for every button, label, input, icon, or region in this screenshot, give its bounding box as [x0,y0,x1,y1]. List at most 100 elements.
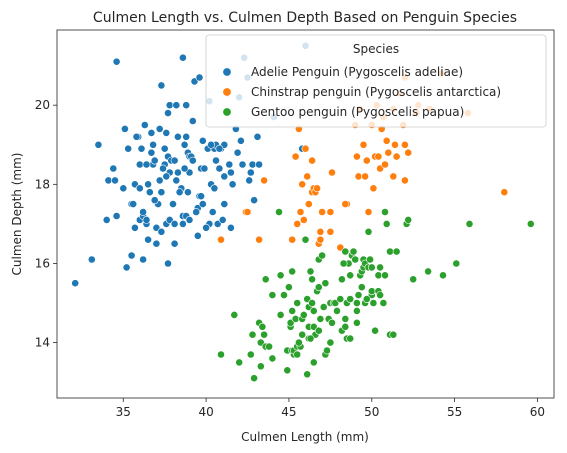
data-point-s1-18 [313,184,321,193]
data-point-s2-102 [392,247,401,256]
data-point-s2-34 [303,370,312,379]
data-point-s2-3 [246,350,255,359]
data-point-s0-9 [119,184,128,193]
legend-marker [222,87,232,97]
data-point-s0-107 [246,168,255,177]
data-point-s2-32 [298,330,307,339]
data-point-s0-127 [192,208,201,216]
data-point-s0-12 [124,144,133,153]
data-point-s1-40 [381,160,389,169]
data-point-s1-51 [400,176,409,185]
data-point-s1-62 [374,152,383,161]
data-point-s0-56 [172,176,181,185]
data-point-s0-39 [157,81,166,90]
legend-entry: Gentoo penguin (Pygoscelis papua) [251,105,464,119]
data-point-s0-71 [188,117,197,125]
data-point-s2-1 [230,310,239,319]
data-point-s0-42 [160,144,169,153]
data-point-s0-31 [147,128,156,137]
data-point-s2-65 [341,247,350,256]
data-point-s2-19 [284,283,293,292]
y-tick-label: 14 [35,336,50,350]
data-point-s0-5 [109,164,118,173]
data-point-s0-53 [170,156,179,165]
data-point-s0-130 [150,196,159,205]
data-point-s1-45 [391,140,399,149]
data-point-s2-98 [381,208,389,216]
data-point-s0-132 [198,200,207,208]
legend-box [205,34,547,128]
data-point-s0-98 [225,160,234,169]
data-point-s0-48 [164,259,172,268]
data-point-s0-96 [220,200,229,208]
data-point-s1-12 [303,172,312,181]
plot-area [56,29,555,399]
data-point-s2-71 [346,271,355,280]
data-point-s0-29 [144,180,152,189]
data-point-s0-8 [112,212,121,220]
data-point-s2-124 [357,283,366,292]
data-point-s0-111 [255,160,263,169]
data-point-s0-57 [172,101,181,110]
data-point-s0-55 [170,239,179,248]
data-point-s0-116 [169,200,177,208]
data-point-s2-52 [321,279,330,288]
x-tick-label: 60 [530,405,545,419]
data-point-s0-126 [175,188,184,197]
x-axis-label: Culmen Length (mm) [241,430,369,444]
data-point-s2-106 [424,267,432,276]
data-point-s0-99 [226,168,235,177]
data-point-s1-11 [301,144,310,153]
data-point-s1-0 [217,235,225,244]
data-point-s0-65 [182,101,191,110]
data-point-s2-2 [235,358,244,367]
data-point-s1-20 [316,235,325,244]
data-point-s0-136 [162,172,171,181]
data-point-s2-121 [306,334,315,343]
data-point-s2-17 [283,366,292,375]
data-point-s0-80 [198,136,207,145]
data-point-s0-22 [139,255,147,264]
data-point-s2-95 [376,263,384,272]
data-point-s2-89 [367,263,376,272]
y-axis-label: Culmen Depth (mm) [10,153,24,276]
data-point-s0-95 [220,172,229,181]
data-point-s2-90 [369,299,378,307]
points-layer [71,41,535,383]
data-point-s1-60 [316,227,325,236]
data-point-s2-100 [386,247,394,256]
data-point-s2-9 [258,322,267,331]
data-point-s2-69 [346,334,355,343]
data-point-s0-103 [236,136,245,145]
data-point-s0-137 [180,164,189,173]
data-point-s2-101 [389,330,398,339]
data-point-s0-60 [178,53,187,62]
data-point-s1-2 [243,208,252,216]
data-point-s2-116 [333,306,341,315]
data-point-s0-77 [195,73,204,82]
data-point-s1-5 [288,235,297,244]
data-point-s1-59 [326,208,335,216]
data-point-s0-85 [210,184,219,193]
data-point-s0-62 [178,219,187,228]
data-point-s0-0 [71,279,80,288]
data-point-s2-50 [316,314,325,323]
data-point-s2-0 [217,350,225,359]
data-point-s2-23 [288,306,297,315]
data-point-s2-24 [288,267,297,276]
data-point-s0-16 [130,223,139,232]
data-point-s0-7 [112,57,121,66]
data-point-s1-32 [364,208,373,216]
data-point-s2-60 [336,295,345,303]
data-point-s2-96 [379,299,388,307]
data-point-s1-64 [341,200,350,208]
data-point-s0-72 [188,156,197,165]
legend-marker [222,107,232,117]
data-point-s1-22 [326,227,335,236]
data-point-s0-133 [226,223,235,232]
data-point-s0-120 [200,164,209,173]
data-point-s1-27 [354,172,363,181]
legend-entry: Chinstrap penguin (Pygoscelis antarctica… [251,85,501,99]
x-tick-label: 45 [281,405,296,419]
